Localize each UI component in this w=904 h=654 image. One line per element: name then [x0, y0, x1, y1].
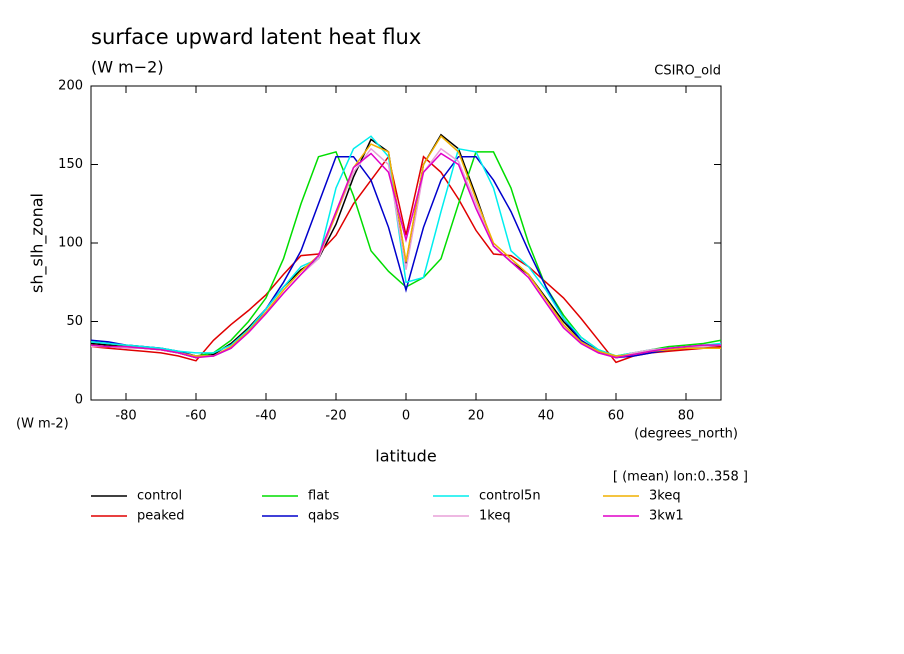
x-units: (degrees_north) [634, 427, 738, 442]
x-tick-label: 60 [608, 409, 625, 424]
x-tick-label: 40 [538, 409, 555, 424]
x-tick-label: -20 [325, 409, 346, 424]
legend-label: qabs [308, 509, 339, 524]
series-line [90, 135, 721, 357]
legend-label: 3keq [649, 489, 681, 504]
series-line [90, 150, 722, 357]
x-axis-label: latitude [375, 447, 436, 466]
x-tick-label: 20 [468, 409, 485, 424]
x-tick-label: 0 [402, 409, 410, 424]
y-axis-label: sh_slh_zonal [28, 193, 48, 293]
series-line [90, 135, 722, 357]
y-tick-label: 200 [58, 79, 83, 94]
legend-label: flat [308, 489, 329, 504]
series-line [90, 133, 721, 359]
legend-label: 3kw1 [649, 509, 684, 524]
x-tick-label: -80 [115, 409, 136, 424]
legend-label: control [137, 489, 182, 504]
series-line [90, 152, 721, 359]
x-tick-label: -40 [255, 409, 276, 424]
y-tick-label: 50 [66, 314, 83, 329]
legend-label: peaked [137, 509, 185, 524]
y-tick-label: 0 [75, 393, 83, 408]
chart-subtitle: (W m−2) [91, 58, 164, 77]
annotation: [ (mean) lon:0..358 ] [613, 470, 748, 485]
y-tick-label: 100 [58, 236, 83, 251]
series-line [91, 147, 722, 359]
x-tick-label: -60 [185, 409, 206, 424]
dataset-label: CSIRO_old [654, 64, 721, 79]
y-units: (W m-2) [16, 417, 69, 432]
chart-title: surface upward latent heat flux [91, 25, 421, 49]
y-tick-label: 150 [58, 157, 83, 172]
series-line [90, 154, 722, 364]
legend-label: control5n [479, 489, 541, 504]
legend-label: 1keq [479, 509, 511, 524]
x-tick-label: 80 [678, 409, 695, 424]
